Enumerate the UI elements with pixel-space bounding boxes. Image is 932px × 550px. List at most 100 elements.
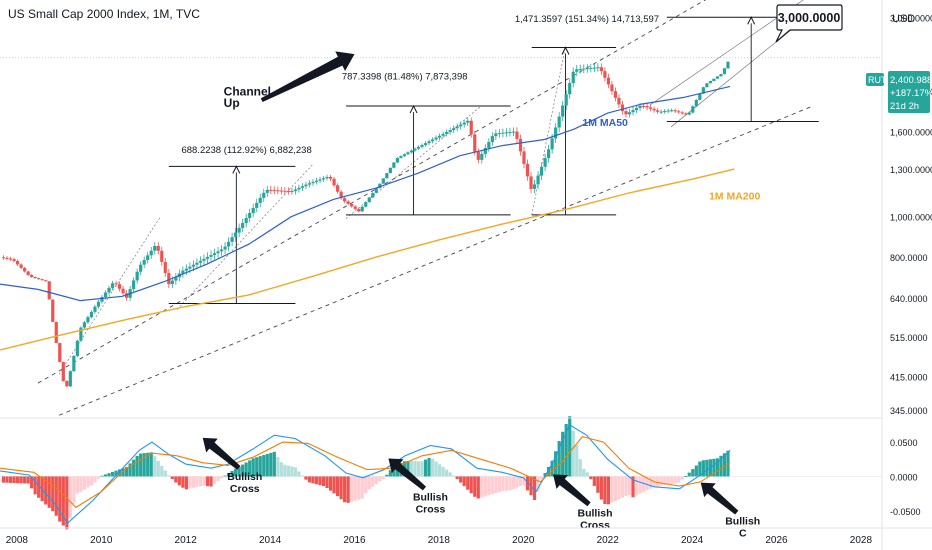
candle-body <box>332 178 336 186</box>
macd-histogram-bar <box>321 476 326 487</box>
macd-histogram-bar <box>336 476 340 497</box>
macd-histogram-bar <box>89 476 94 486</box>
macd-histogram-bar <box>557 441 561 477</box>
y-tick-label: 1,600.0000 <box>890 127 932 137</box>
macd-histogram-bar <box>135 455 139 477</box>
macd-histogram-bar <box>75 476 79 494</box>
macd-histogram-bar <box>195 476 199 487</box>
macd-histogram-bar <box>691 469 695 477</box>
macd-histogram-bar <box>719 455 723 477</box>
macd-histogram-bar <box>525 476 530 491</box>
macd-histogram-bar <box>353 476 357 501</box>
candle-body <box>300 186 305 188</box>
y-tick-label: 415.0000 <box>890 372 928 382</box>
currency-label: USD <box>892 13 915 25</box>
candle-body <box>167 272 171 285</box>
channel-line <box>37 0 707 384</box>
macd-histogram-bar <box>226 472 231 477</box>
macd-histogram-bar <box>5 476 9 483</box>
macd-histogram-bar <box>318 476 322 486</box>
macd-histogram-bar <box>684 476 688 477</box>
candle-body <box>318 179 322 181</box>
candle-body <box>110 283 115 288</box>
macd-histogram-bar <box>469 476 473 494</box>
macd-histogram-bar <box>339 476 343 500</box>
channel-line <box>176 164 313 310</box>
macd-histogram-bar <box>374 476 378 485</box>
candle-body <box>434 137 438 140</box>
candle-body <box>378 183 382 189</box>
candle-body <box>149 250 153 256</box>
y-tick-label: 800.0000 <box>890 253 928 263</box>
candle-body <box>561 105 565 117</box>
macd-histogram-bar <box>518 476 523 486</box>
macd-histogram-bar <box>255 457 259 477</box>
candle-body <box>684 113 688 115</box>
candle-body <box>258 197 262 203</box>
candle-body <box>641 105 646 107</box>
macd-histogram-bar <box>54 476 58 516</box>
candle-body <box>726 61 730 69</box>
chart-annotation-7: 1M MA200 <box>709 190 761 202</box>
macd-histogram-bar <box>497 476 501 492</box>
candle-body <box>402 154 407 157</box>
candle-body <box>139 264 143 272</box>
macd-y-tick-label: 0.0500 <box>890 438 918 448</box>
macd-histogram-bar <box>156 460 160 477</box>
candle-body <box>568 83 572 95</box>
candle-body <box>455 126 459 129</box>
x-tick-label: 2022 <box>597 535 620 546</box>
candle-body <box>504 132 509 134</box>
candle-body <box>413 148 417 151</box>
candle-body <box>663 111 667 113</box>
candle-body <box>490 136 494 143</box>
candle-body <box>79 327 83 341</box>
macd-annotation-3: Bullish <box>725 516 760 528</box>
price-badge-countdown: 21d 2h <box>890 101 919 112</box>
macd-histogram-bar <box>371 476 375 487</box>
macd-histogram-bar <box>663 476 667 486</box>
macd-histogram-bar <box>237 466 241 477</box>
macd-histogram-bar <box>205 476 210 487</box>
candle-body <box>550 138 554 150</box>
macd-histogram-bar <box>202 476 206 486</box>
macd-histogram-bar <box>307 476 312 483</box>
macd-histogram-bar <box>128 463 132 477</box>
chart-title: US Small Cap 2000 Index, 1M, TVC <box>8 7 200 21</box>
candle-body <box>487 142 491 148</box>
macd-histogram-bar <box>244 462 248 477</box>
candle-body <box>603 71 607 78</box>
candle-body <box>466 120 470 123</box>
candle-body <box>599 67 603 72</box>
macd-histogram-bar <box>15 476 20 484</box>
candle-body <box>518 138 523 152</box>
candle-body <box>585 68 589 70</box>
candle-body <box>321 178 326 180</box>
candle-body <box>15 260 20 265</box>
candle-body <box>82 322 87 328</box>
macd-histogram-bar <box>1 476 6 483</box>
candle-body <box>350 203 354 207</box>
macd-histogram-bar <box>476 476 480 499</box>
macd-histogram-bar <box>578 459 582 477</box>
macd-histogram-bar <box>212 476 217 484</box>
macd-annotation-0: Cross <box>230 483 260 495</box>
candle-body <box>515 131 519 139</box>
macd-histogram-bar <box>72 476 76 504</box>
candle-body <box>423 143 428 145</box>
candle-body <box>336 185 340 192</box>
macd-histogram-bar <box>167 475 171 477</box>
candle-body <box>529 176 533 189</box>
candle-body <box>269 189 273 191</box>
macd-histogram-bar <box>592 476 596 486</box>
macd-histogram-bar <box>455 476 459 480</box>
y-tick-label: 640.0000 <box>890 294 928 304</box>
candle-body <box>708 80 712 84</box>
macd-histogram-bar <box>613 476 618 501</box>
candle-body <box>539 166 544 176</box>
target-callout-box <box>775 4 843 43</box>
candle-body <box>522 151 526 164</box>
macd-histogram-bar <box>160 465 164 477</box>
chart-annotation-6: 1M MA50 <box>582 117 628 129</box>
